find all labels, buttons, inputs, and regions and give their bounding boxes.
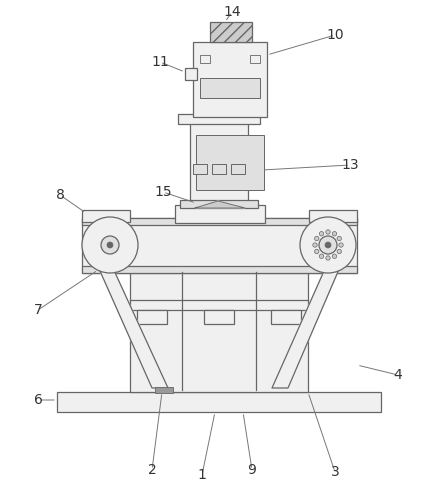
Text: 14: 14 <box>223 5 241 19</box>
Text: 7: 7 <box>34 303 42 317</box>
Bar <box>82 266 357 273</box>
Text: 8: 8 <box>55 188 64 202</box>
Circle shape <box>326 230 330 234</box>
Bar <box>196 135 264 190</box>
Bar <box>57 392 381 412</box>
Circle shape <box>315 237 319 241</box>
Circle shape <box>300 217 356 273</box>
Circle shape <box>332 232 336 236</box>
Text: 4: 4 <box>394 368 402 382</box>
Circle shape <box>319 232 324 236</box>
Bar <box>175 205 265 223</box>
Circle shape <box>101 236 119 254</box>
Text: 6: 6 <box>34 393 42 407</box>
Bar <box>200 78 260 98</box>
Circle shape <box>315 250 319 253</box>
Text: 11: 11 <box>151 55 169 69</box>
Bar <box>204 310 234 324</box>
Circle shape <box>319 236 337 254</box>
Circle shape <box>337 250 341 253</box>
Bar <box>190 120 248 207</box>
Text: 3: 3 <box>331 465 340 479</box>
Circle shape <box>319 254 324 258</box>
Bar <box>231 164 245 174</box>
Circle shape <box>326 256 330 260</box>
Bar <box>250 55 260 63</box>
Text: 13: 13 <box>341 158 359 172</box>
Bar <box>185 68 197 80</box>
Text: 10: 10 <box>326 28 344 42</box>
Circle shape <box>313 243 317 247</box>
Text: 15: 15 <box>154 185 172 199</box>
Bar <box>130 300 308 310</box>
Bar <box>155 387 173 393</box>
Text: 2: 2 <box>148 463 156 477</box>
Polygon shape <box>272 253 346 388</box>
Bar <box>210 22 252 42</box>
Circle shape <box>332 254 336 258</box>
Polygon shape <box>195 201 245 208</box>
Circle shape <box>339 243 343 247</box>
Text: 9: 9 <box>248 463 257 477</box>
Circle shape <box>337 237 341 241</box>
Bar <box>180 200 258 208</box>
Bar <box>193 164 207 174</box>
Bar <box>82 218 357 273</box>
Bar <box>271 310 301 324</box>
Bar <box>82 210 130 222</box>
Bar <box>200 55 210 63</box>
Circle shape <box>325 242 331 248</box>
Circle shape <box>82 217 138 273</box>
Bar <box>309 210 357 222</box>
Circle shape <box>107 242 113 248</box>
Polygon shape <box>92 253 168 388</box>
Bar <box>178 114 260 124</box>
Bar <box>82 218 357 225</box>
Bar <box>130 272 308 392</box>
Bar <box>212 164 226 174</box>
Text: 1: 1 <box>198 468 206 482</box>
Bar <box>193 42 267 117</box>
Bar <box>137 310 167 324</box>
